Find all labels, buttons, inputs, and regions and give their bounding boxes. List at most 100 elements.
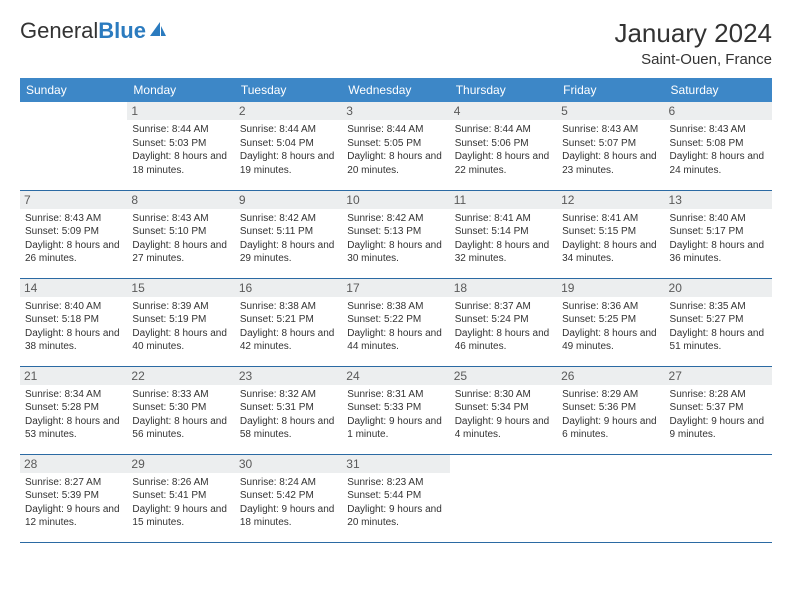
weekday-header: Tuesday bbox=[235, 78, 342, 102]
calendar-week-row: 14Sunrise: 8:40 AMSunset: 5:18 PMDayligh… bbox=[20, 278, 772, 366]
calendar-day-cell: 26 Sunrise: 8:29 AMSunset: 5:36 PMDayligh… bbox=[557, 366, 664, 454]
day-number: 5 bbox=[557, 102, 664, 120]
calendar-day-cell bbox=[557, 454, 664, 542]
day-number: 10 bbox=[342, 191, 449, 209]
calendar-day-cell: 31 Sunrise: 8:23 AMSunset: 5:44 PMDayligh… bbox=[342, 454, 449, 542]
day-number: 18 bbox=[450, 279, 557, 297]
day-number: 2 bbox=[235, 102, 342, 120]
weekday-header: Sunday bbox=[20, 78, 127, 102]
day-details: Sunrise: 8:44 AMSunset: 5:05 PMDaylight:… bbox=[347, 123, 444, 177]
day-details: Sunrise: 8:39 AMSunset: 5:19 PMDaylight:… bbox=[132, 300, 229, 354]
calendar-day-cell: 17 Sunrise: 8:38 AMSunset: 5:22 PMDayligh… bbox=[342, 278, 449, 366]
calendar-day-cell: 23 Sunrise: 8:32 AMSunset: 5:31 PMDayligh… bbox=[235, 366, 342, 454]
weekday-header: Monday bbox=[127, 78, 234, 102]
weekday-header: Friday bbox=[557, 78, 664, 102]
day-details: Sunrise: 8:38 AMSunset: 5:21 PMDaylight:… bbox=[240, 300, 337, 354]
day-details: Sunrise: 8:44 AMSunset: 5:04 PMDaylight:… bbox=[240, 123, 337, 177]
weekday-header: Thursday bbox=[450, 78, 557, 102]
day-details: Sunrise: 8:37 AMSunset: 5:24 PMDaylight:… bbox=[455, 300, 552, 354]
calendar-body: 1 Sunrise: 8:44 AMSunset: 5:03 PMDaylight… bbox=[20, 102, 772, 542]
calendar-day-cell: 5 Sunrise: 8:43 AMSunset: 5:07 PMDaylight… bbox=[557, 102, 664, 190]
day-number: 26 bbox=[557, 367, 664, 385]
day-details: Sunrise: 8:38 AMSunset: 5:22 PMDaylight:… bbox=[347, 300, 444, 354]
day-number: 31 bbox=[342, 455, 449, 473]
calendar-day-cell: 22 Sunrise: 8:33 AMSunset: 5:30 PMDayligh… bbox=[127, 366, 234, 454]
day-details: Sunrise: 8:41 AMSunset: 5:14 PMDaylight:… bbox=[455, 212, 552, 266]
day-details: Sunrise: 8:27 AMSunset: 5:39 PMDaylight:… bbox=[25, 476, 122, 530]
calendar-day-cell: 29 Sunrise: 8:26 AMSunset: 5:41 PMDayligh… bbox=[127, 454, 234, 542]
day-number: 28 bbox=[20, 455, 127, 473]
calendar-day-cell: 3 Sunrise: 8:44 AMSunset: 5:05 PMDaylight… bbox=[342, 102, 449, 190]
calendar-week-row: 28 Sunrise: 8:27 AMSunset: 5:39 PMDayligh… bbox=[20, 454, 772, 542]
day-details: Sunrise: 8:26 AMSunset: 5:41 PMDaylight:… bbox=[132, 476, 229, 530]
day-details: Sunrise: 8:43 AMSunset: 5:10 PMDaylight:… bbox=[132, 212, 229, 266]
day-details: Sunrise: 8:44 AMSunset: 5:06 PMDaylight:… bbox=[455, 123, 552, 177]
calendar-day-cell: 12 Sunrise: 8:41 AMSunset: 5:15 PMDayligh… bbox=[557, 190, 664, 278]
calendar-day-cell: 2 Sunrise: 8:44 AMSunset: 5:04 PMDaylight… bbox=[235, 102, 342, 190]
day-details: Sunrise: 8:29 AMSunset: 5:36 PMDaylight:… bbox=[562, 388, 659, 442]
calendar-week-row: 21 Sunrise: 8:34 AMSunset: 5:28 PMDayligh… bbox=[20, 366, 772, 454]
day-number: 1 bbox=[127, 102, 234, 120]
day-details: Sunrise: 8:35 AMSunset: 5:27 PMDaylight:… bbox=[670, 300, 767, 354]
day-number: 11 bbox=[450, 191, 557, 209]
calendar-week-row: 1 Sunrise: 8:44 AMSunset: 5:03 PMDaylight… bbox=[20, 102, 772, 190]
calendar-day-cell: 19Sunrise: 8:36 AMSunset: 5:25 PMDayligh… bbox=[557, 278, 664, 366]
calendar-day-cell: 24Sunrise: 8:31 AMSunset: 5:33 PMDayligh… bbox=[342, 366, 449, 454]
calendar-day-cell: 9Sunrise: 8:42 AMSunset: 5:11 PMDaylight… bbox=[235, 190, 342, 278]
day-details: Sunrise: 8:32 AMSunset: 5:31 PMDaylight:… bbox=[240, 388, 337, 442]
day-number: 27 bbox=[665, 367, 772, 385]
day-number: 17 bbox=[342, 279, 449, 297]
calendar-day-cell: 6 Sunrise: 8:43 AMSunset: 5:08 PMDaylight… bbox=[665, 102, 772, 190]
calendar-table: SundayMondayTuesdayWednesdayThursdayFrid… bbox=[20, 78, 772, 543]
day-number: 4 bbox=[450, 102, 557, 120]
day-details: Sunrise: 8:23 AMSunset: 5:44 PMDaylight:… bbox=[347, 476, 444, 530]
day-details: Sunrise: 8:36 AMSunset: 5:25 PMDaylight:… bbox=[562, 300, 659, 354]
calendar-day-cell: 4 Sunrise: 8:44 AMSunset: 5:06 PMDaylight… bbox=[450, 102, 557, 190]
day-number: 30 bbox=[235, 455, 342, 473]
day-number: 15 bbox=[127, 279, 234, 297]
day-details: Sunrise: 8:42 AMSunset: 5:13 PMDaylight:… bbox=[347, 212, 444, 266]
day-number: 7 bbox=[20, 191, 127, 209]
header: GeneralBlue January 2024 Saint-Ouen, Fra… bbox=[20, 18, 772, 68]
calendar-day-cell bbox=[20, 102, 127, 190]
day-details: Sunrise: 8:43 AMSunset: 5:07 PMDaylight:… bbox=[562, 123, 659, 177]
day-number: 23 bbox=[235, 367, 342, 385]
calendar-day-cell: 11 Sunrise: 8:41 AMSunset: 5:14 PMDayligh… bbox=[450, 190, 557, 278]
calendar-day-cell: 18 Sunrise: 8:37 AMSunset: 5:24 PMDayligh… bbox=[450, 278, 557, 366]
calendar-day-cell: 30 Sunrise: 8:24 AMSunset: 5:42 PMDayligh… bbox=[235, 454, 342, 542]
day-number: 25 bbox=[450, 367, 557, 385]
day-details: Sunrise: 8:40 AMSunset: 5:17 PMDaylight:… bbox=[670, 212, 767, 266]
day-number: 13 bbox=[665, 191, 772, 209]
day-number: 22 bbox=[127, 367, 234, 385]
calendar-day-cell: 7Sunrise: 8:43 AMSunset: 5:09 PMDaylight… bbox=[20, 190, 127, 278]
day-number: 16 bbox=[235, 279, 342, 297]
logo: GeneralBlue bbox=[20, 18, 168, 44]
day-details: Sunrise: 8:43 AMSunset: 5:08 PMDaylight:… bbox=[670, 123, 767, 177]
calendar-day-cell: 13 Sunrise: 8:40 AMSunset: 5:17 PMDayligh… bbox=[665, 190, 772, 278]
day-details: Sunrise: 8:28 AMSunset: 5:37 PMDaylight:… bbox=[670, 388, 767, 442]
day-number: 21 bbox=[20, 367, 127, 385]
weekday-header: Wednesday bbox=[342, 78, 449, 102]
day-number: 6 bbox=[665, 102, 772, 120]
day-number: 3 bbox=[342, 102, 449, 120]
day-details: Sunrise: 8:33 AMSunset: 5:30 PMDaylight:… bbox=[132, 388, 229, 442]
day-details: Sunrise: 8:24 AMSunset: 5:42 PMDaylight:… bbox=[240, 476, 337, 530]
title-block: January 2024 Saint-Ouen, France bbox=[614, 18, 772, 68]
day-details: Sunrise: 8:34 AMSunset: 5:28 PMDaylight:… bbox=[25, 388, 122, 442]
calendar-day-cell: 28 Sunrise: 8:27 AMSunset: 5:39 PMDayligh… bbox=[20, 454, 127, 542]
sail-icon bbox=[148, 18, 168, 44]
calendar-day-cell: 25 Sunrise: 8:30 AMSunset: 5:34 PMDayligh… bbox=[450, 366, 557, 454]
day-details: Sunrise: 8:30 AMSunset: 5:34 PMDaylight:… bbox=[455, 388, 552, 442]
day-number: 29 bbox=[127, 455, 234, 473]
day-details: Sunrise: 8:41 AMSunset: 5:15 PMDaylight:… bbox=[562, 212, 659, 266]
day-details: Sunrise: 8:44 AMSunset: 5:03 PMDaylight:… bbox=[132, 123, 229, 177]
calendar-day-cell: 20Sunrise: 8:35 AMSunset: 5:27 PMDayligh… bbox=[665, 278, 772, 366]
logo-text-2: Blue bbox=[98, 18, 146, 44]
calendar-day-cell: 27 Sunrise: 8:28 AMSunset: 5:37 PMDayligh… bbox=[665, 366, 772, 454]
day-details: Sunrise: 8:42 AMSunset: 5:11 PMDaylight:… bbox=[240, 212, 337, 266]
calendar-header: SundayMondayTuesdayWednesdayThursdayFrid… bbox=[20, 78, 772, 102]
location-label: Saint-Ouen, France bbox=[614, 51, 772, 68]
calendar-day-cell: 15 Sunrise: 8:39 AMSunset: 5:19 PMDayligh… bbox=[127, 278, 234, 366]
day-number: 14 bbox=[20, 279, 127, 297]
day-number: 12 bbox=[557, 191, 664, 209]
